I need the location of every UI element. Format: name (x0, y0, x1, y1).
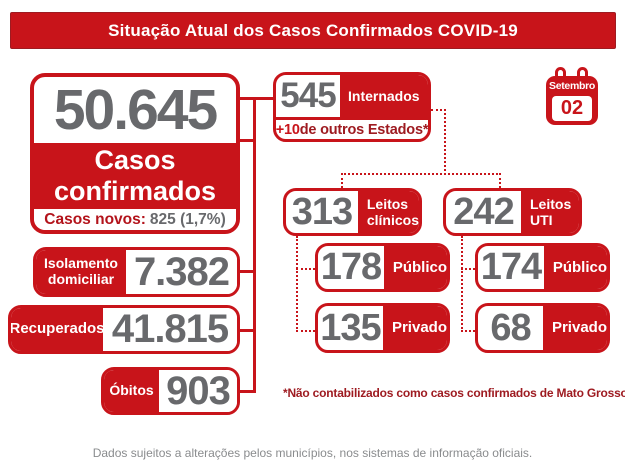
connector-to-confirmados (240, 139, 256, 142)
connector-vertical-main (253, 97, 256, 392)
clinical-private-box: 135 Privado (315, 303, 450, 353)
connector-to-isolamento (240, 270, 256, 273)
dotted-stub-icu (499, 173, 501, 188)
home-isolation-label: Isolamento domiciliar (36, 250, 126, 294)
icu-beds-box: 242 Leitos UTI (443, 188, 582, 236)
deaths-value: 903 (159, 370, 237, 412)
clinical-beds-label: Leitos clínicos (357, 191, 419, 233)
calendar-ring-icon (555, 67, 566, 80)
clinical-public-box: 178 Público (315, 243, 450, 292)
recovered-value: 41.815 (103, 308, 237, 351)
header-banner: Situação Atual dos Casos Confirmados COV… (10, 12, 616, 49)
deaths-label: Óbitos (104, 370, 159, 412)
deaths-box: Óbitos 903 (101, 367, 240, 415)
clinical-beds-box: 313 Leitos clínicos (283, 188, 422, 236)
icu-public-label: Público (543, 246, 607, 289)
new-cases-label: Casos novos: (44, 210, 146, 228)
recovered-box: Recuperados 41.815 (8, 305, 240, 354)
clinical-private-label: Privado (382, 306, 447, 350)
icu-private-box: 68 Privado (475, 303, 610, 353)
icu-beds-label: Leitos UTI (521, 191, 579, 233)
confirmed-cases-label: Casos confirmados (34, 143, 236, 209)
hospitalized-value: 545 (280, 76, 336, 115)
dotted-stub-public-right (461, 268, 475, 270)
connector-to-recuperados (240, 329, 256, 332)
connector-to-obitos (240, 390, 256, 393)
dotted-from-internados (431, 109, 446, 111)
connector-to-internados (240, 97, 273, 100)
clinical-beds-value: 313 (291, 190, 353, 233)
dotted-stub-public-left (296, 268, 315, 270)
new-cases-value: 825 (1,7%) (149, 210, 226, 228)
data-disclaimer: Dados sujeitos a alterações pelos municí… (92, 446, 533, 460)
dotted-stub-private-left (296, 330, 315, 332)
calendar-icon: Setembro 02 (546, 67, 598, 127)
icu-public-value: 174 (480, 246, 542, 288)
calendar-ring-icon (577, 67, 588, 80)
confirmed-cases-value: 50.645 (53, 78, 218, 142)
icu-private-label: Privado (542, 306, 607, 350)
hospitalized-label: Internados (340, 75, 428, 117)
dotted-vertical-clinical (296, 236, 298, 332)
other-states-note: +10 de outros Estados* (275, 121, 429, 138)
footnote: *Não contabilizados como casos confirmad… (283, 386, 625, 400)
dotted-beds-crossbar (341, 173, 501, 175)
clinical-public-label: Público (383, 246, 447, 289)
home-isolation-box: Isolamento domiciliar 7.382 (33, 247, 240, 297)
home-isolation-value: 7.382 (126, 250, 237, 294)
recovered-label: Recuperados (11, 308, 105, 351)
dotted-stub-clinical (341, 173, 343, 188)
calendar-day: 02 (552, 96, 592, 121)
confirmed-cases-box: 50.645 Casos confirmados Casos novos: 82… (30, 73, 240, 234)
new-cases-strip: Casos novos: 825 (1,7%) (34, 209, 236, 230)
dotted-down-to-beds (444, 109, 446, 175)
hospitalized-box: 545 Internados +10 de outros Estados* (273, 72, 431, 142)
icu-beds-value: 242 (453, 190, 514, 233)
clinical-private-value: 135 (320, 306, 381, 349)
calendar-month: Setembro (548, 80, 596, 92)
icu-private-value: 68 (490, 306, 531, 349)
icu-public-box: 174 Público (475, 243, 610, 292)
clinical-public-value: 178 (320, 246, 382, 288)
page-title: Situação Atual dos Casos Confirmados COV… (108, 20, 518, 40)
dotted-stub-private-right (461, 330, 475, 332)
dotted-vertical-icu (461, 236, 463, 332)
